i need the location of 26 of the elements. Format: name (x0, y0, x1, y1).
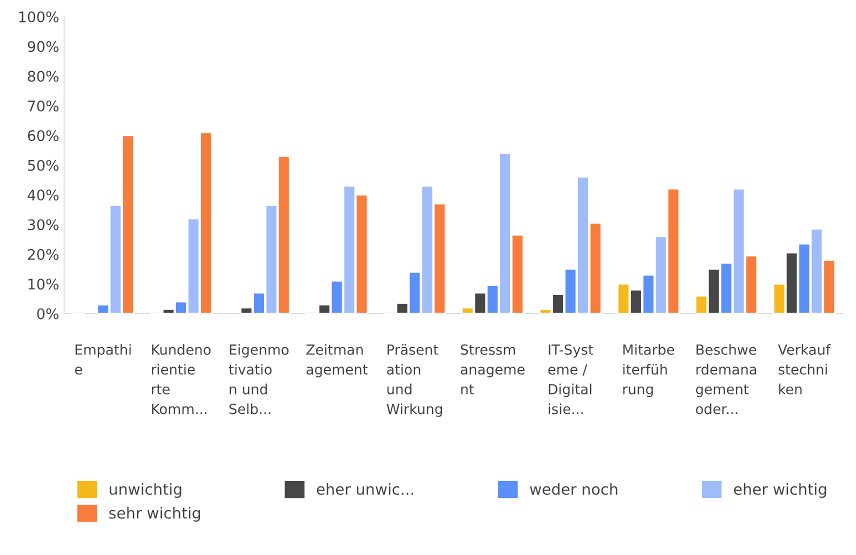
y-tick-label: 30% (28, 219, 59, 230)
legend-label: eher wichtig (734, 483, 826, 498)
x-tick-label: Empathi e (75, 344, 131, 375)
x-tick-label: Beschwe rdemana gement oder... (696, 344, 756, 414)
x-tick-label: Kundeno rientie rte Komm... (152, 344, 211, 414)
x-tick-label: Eigenmo tivatio n und Selb... (228, 344, 289, 414)
y-tick-label: 20% (28, 248, 59, 260)
y-tick-label: 40% (28, 190, 59, 201)
legend-label: unwichtig (110, 483, 182, 498)
x-tick-label: Verkauf stechni ken (778, 344, 831, 394)
legend-label: weder noch (530, 483, 618, 495)
legend-label: sehr wichtig (109, 506, 200, 522)
y-tick-label: 70% (28, 100, 59, 112)
x-tick-label: Mitarbe iterfüh rung (623, 344, 674, 398)
y-tick-label: 60% (28, 130, 59, 142)
x-tick-label: Zeitman agement (306, 344, 368, 378)
y-tick-label: 10% (28, 278, 59, 290)
x-tick-label: Präsent ation und Wirkung (386, 344, 442, 417)
y-tick-label: 80% (28, 70, 59, 82)
x-tick-label: IT-Syst eme / Digital isie... (548, 344, 594, 414)
x-tick-label: Stressm anageme nt (460, 344, 525, 394)
y-tick-label: 50% (28, 160, 59, 171)
y-tick-label: 0% (37, 308, 59, 320)
legend-label: eher unwic... (316, 483, 414, 495)
y-tick-label: 90% (28, 41, 59, 52)
y-tick-label: 100% (19, 11, 59, 22)
